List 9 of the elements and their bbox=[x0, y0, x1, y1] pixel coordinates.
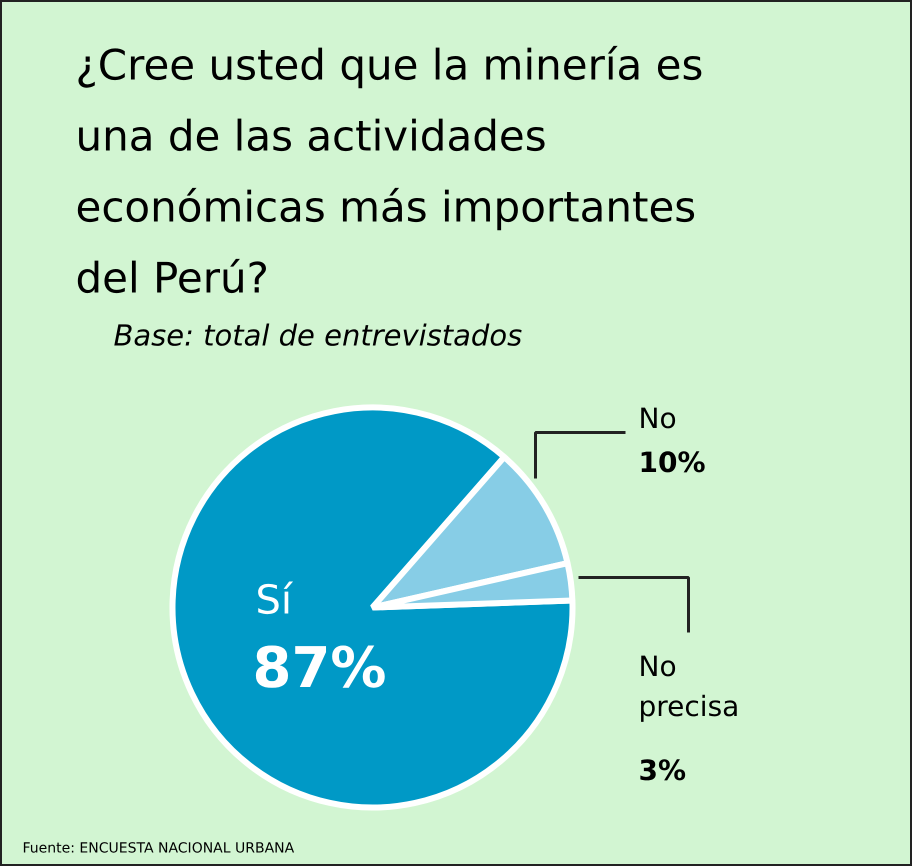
data-label: 3% bbox=[638, 754, 686, 787]
data-label: 87% bbox=[252, 636, 387, 701]
chart-title: ¿Cree usted que la minería es una de las actividades económicas más importantes del Perú? bbox=[76, 40, 704, 303]
data-label: 10% bbox=[638, 446, 706, 479]
slice-label: Sí bbox=[256, 578, 294, 624]
chart-subtitle: Base: total de entrevistados bbox=[114, 318, 522, 352]
source-note: Fuente: ENCUESTA NACIONAL URBANA bbox=[22, 840, 295, 856]
slice-label: No bbox=[638, 402, 677, 435]
slice-label: No precisa bbox=[638, 650, 740, 723]
